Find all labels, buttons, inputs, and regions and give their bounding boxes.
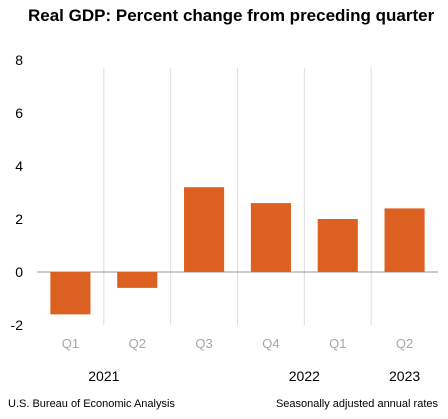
- year-labels: 2021 2022 2023: [88, 368, 420, 384]
- chart-title: Real GDP: Percent change from preceding …: [28, 6, 435, 25]
- x-tick-label: Q4: [262, 336, 279, 351]
- seasonal-adjustment-note: Seasonally adjusted annual rates: [275, 398, 438, 410]
- source-note: U.S. Bureau of Economic Analysis: [8, 398, 175, 410]
- category-dividers: [103, 68, 372, 325]
- year-label: 2023: [389, 368, 420, 384]
- y-tick-label: -2: [11, 317, 24, 333]
- bar-6: [384, 208, 425, 272]
- x-tick-label: Q2: [129, 336, 146, 351]
- bar-2: [117, 272, 158, 288]
- bar-chart: -2 0 2 4 6 8 Q1 Q2 Q3 Q4 Q1 Q2 2021 2022 2023: [11, 52, 438, 384]
- x-tick-label: Q1: [62, 336, 79, 351]
- bar-5: [317, 219, 358, 272]
- y-tick-label: 6: [15, 105, 23, 121]
- x-axis-tick-labels: Q1 Q2 Q3 Q4 Q1 Q2: [62, 336, 414, 351]
- y-tick-label: 0: [15, 264, 23, 280]
- bars: [50, 187, 425, 315]
- y-tick-label: 4: [15, 158, 23, 174]
- year-label: 2022: [289, 368, 320, 384]
- y-tick-label: 2: [15, 211, 23, 227]
- y-axis-tick-labels: -2 0 2 4 6 8: [11, 52, 24, 333]
- x-tick-label: Q1: [329, 336, 346, 351]
- x-tick-label: Q3: [195, 336, 212, 351]
- x-tick-label: Q2: [396, 336, 413, 351]
- bar-3: [184, 187, 225, 272]
- bar-4: [250, 203, 291, 272]
- y-tick-label: 8: [15, 52, 23, 68]
- bar-1: [50, 272, 91, 315]
- year-label: 2021: [88, 368, 119, 384]
